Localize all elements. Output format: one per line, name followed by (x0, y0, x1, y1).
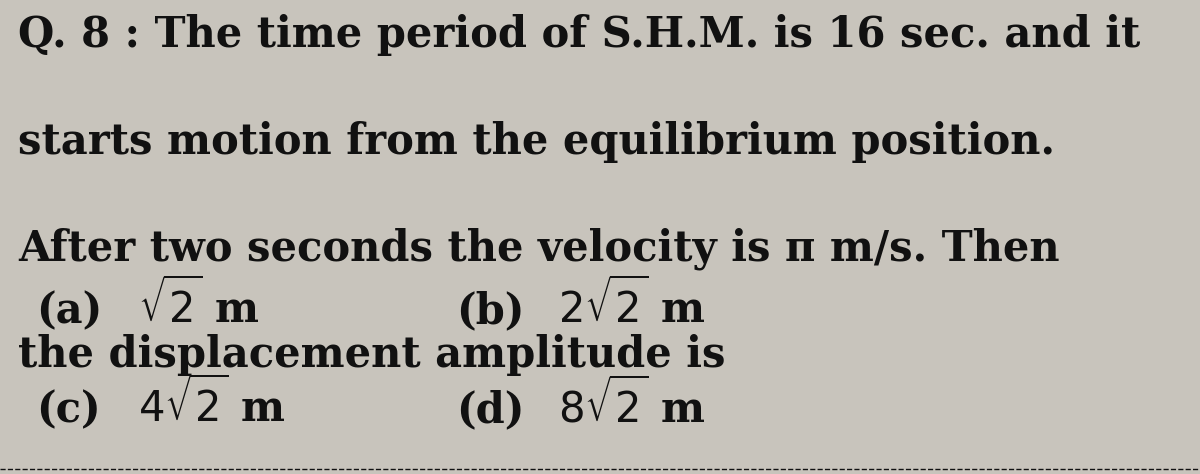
Text: $4\sqrt{2}$ m: $4\sqrt{2}$ m (138, 379, 286, 431)
Text: $\sqrt{2}$ m: $\sqrt{2}$ m (138, 279, 259, 332)
Text: starts motion from the equilibrium position.: starts motion from the equilibrium posit… (18, 121, 1055, 163)
Text: (c): (c) (36, 389, 101, 431)
Text: (a): (a) (36, 290, 102, 332)
Text: the displacement amplitude is: the displacement amplitude is (18, 334, 726, 376)
Text: $2\sqrt{2}$ m: $2\sqrt{2}$ m (558, 279, 706, 332)
Text: $8\sqrt{2}$ m: $8\sqrt{2}$ m (558, 379, 706, 431)
Text: (d): (d) (456, 389, 524, 431)
Text: (b): (b) (456, 290, 524, 332)
Text: Q. 8 : The time period of S.H.M. is 16 sec. and it: Q. 8 : The time period of S.H.M. is 16 s… (18, 14, 1140, 56)
Text: After two seconds the velocity is π m/s. Then: After two seconds the velocity is π m/s.… (18, 228, 1060, 270)
